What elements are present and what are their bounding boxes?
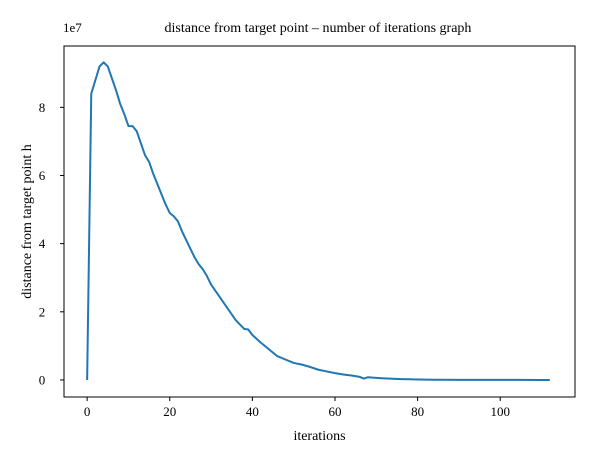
y-tick-label: 6	[39, 168, 46, 183]
plot-area	[86, 61, 550, 381]
x-tick-label: 100	[490, 404, 510, 419]
x-tick-label: 60	[328, 404, 341, 419]
y-axis: 0 2 4 6 8	[39, 100, 64, 387]
x-axis-title: iterations	[293, 429, 345, 444]
x-tick-label: 20	[163, 404, 176, 419]
y-tick-label: 2	[39, 304, 46, 319]
y-tick-label: 8	[39, 100, 46, 115]
x-axis: 0 20 40 60 80 100	[84, 397, 510, 419]
axes-frame	[63, 45, 576, 398]
y-axis-title: distance from target point h	[20, 144, 35, 298]
y-tick-label: 0	[39, 372, 46, 387]
chart-title: distance from target point – number of i…	[165, 21, 472, 36]
series-line-0	[86, 61, 550, 381]
x-tick-label: 0	[84, 404, 91, 419]
y-offset-label: 1e7	[63, 20, 82, 35]
x-tick-label: 40	[246, 404, 259, 419]
x-tick-label: 80	[411, 404, 424, 419]
y-tick-label: 4	[39, 236, 46, 251]
